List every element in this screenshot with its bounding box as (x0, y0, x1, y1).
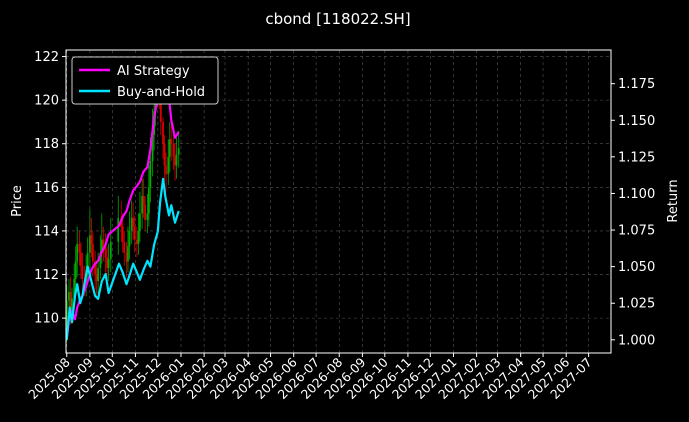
candle-body (177, 148, 180, 155)
legend-label-buy-and-hold: Buy-and-Hold (117, 85, 205, 100)
candle-body (97, 267, 100, 282)
y-right-tick-label: 1.100 (618, 187, 655, 202)
candle-body (162, 121, 164, 144)
y-left-tick-label: 110 (34, 312, 59, 327)
candle-body (121, 226, 124, 242)
chart-title: cbond [118022.SH] (265, 10, 410, 28)
legend: AI Strategy Buy-and-Hold (71, 56, 219, 105)
candle-body (146, 213, 149, 221)
y-right-tick-label: 1.175 (618, 77, 655, 92)
candle-body (137, 230, 140, 245)
candle-body (174, 156, 176, 166)
y-right-tick-label: 1.000 (618, 333, 655, 348)
candle-body (172, 143, 175, 157)
candle-body (139, 213, 141, 231)
candle-body (142, 196, 145, 205)
y-left-tick-label: 114 (34, 224, 59, 239)
candle-body (69, 291, 72, 310)
y-left-tick-label: 122 (34, 50, 59, 65)
y-right-tick-label: 1.050 (618, 260, 655, 275)
candle-body (144, 204, 147, 221)
candle-body (88, 235, 91, 253)
candle-body (136, 239, 138, 245)
y-left-axis: 110 112 114 116 118 120 122 (34, 50, 66, 327)
legend-label-ai-strategy: AI Strategy (117, 64, 190, 79)
candle-body (94, 261, 97, 275)
y-right-tick-label: 1.075 (618, 224, 655, 239)
candle-body (149, 161, 152, 188)
candle-body (90, 235, 93, 245)
candle-body (104, 248, 107, 258)
candle-body (74, 261, 77, 279)
candle-body (78, 244, 81, 253)
y-left-tick-label: 112 (34, 268, 59, 283)
candle-body (95, 274, 98, 282)
candle-body (163, 143, 166, 166)
y-left-label: Price (10, 185, 25, 217)
candle-body (175, 154, 178, 166)
candle-body (168, 139, 171, 157)
candle-body (132, 217, 135, 227)
y-right-tick-label: 1.125 (618, 150, 655, 165)
candle-body (73, 278, 76, 299)
y-left-tick-label: 118 (34, 137, 59, 152)
candle-body (170, 139, 173, 144)
candle-body (130, 217, 133, 231)
candle-body (86, 252, 89, 271)
y-right-label: Return (666, 179, 681, 222)
candle-body (141, 196, 144, 214)
series-line-buy-and-hold (65, 177, 180, 340)
candle-body (65, 300, 68, 327)
candle-body (76, 244, 79, 262)
y-right-tick-label: 1.025 (618, 297, 655, 312)
candle-body (71, 298, 73, 310)
candle-body (81, 265, 84, 279)
candle-body (100, 239, 103, 253)
candle-body (107, 259, 110, 268)
candle-body (128, 230, 131, 247)
candle-body (151, 135, 154, 162)
plot-frame (65, 49, 612, 354)
candle-body (99, 252, 102, 268)
candle-body (68, 291, 70, 301)
y-left-tick-label: 116 (34, 181, 59, 196)
candle-body (159, 95, 162, 122)
candle-body (147, 187, 150, 214)
candle-body (167, 156, 170, 175)
candle-body (165, 165, 167, 175)
candle-body (106, 257, 108, 268)
candle-body (91, 244, 94, 262)
candle-body (125, 252, 128, 262)
y-left-tick-label: 120 (34, 94, 59, 109)
y-right-axis: 1.000 1.025 1.050 1.075 1.100 1.125 1.150 1.175 (611, 77, 655, 348)
candle-body (127, 246, 129, 262)
candle-body (109, 241, 112, 260)
candle-body (102, 239, 105, 249)
candle-body (117, 217, 120, 242)
candle-body (123, 241, 126, 253)
y-right-tick-label: 1.150 (618, 114, 655, 129)
candle-body (80, 252, 82, 266)
candle-body (133, 226, 136, 240)
